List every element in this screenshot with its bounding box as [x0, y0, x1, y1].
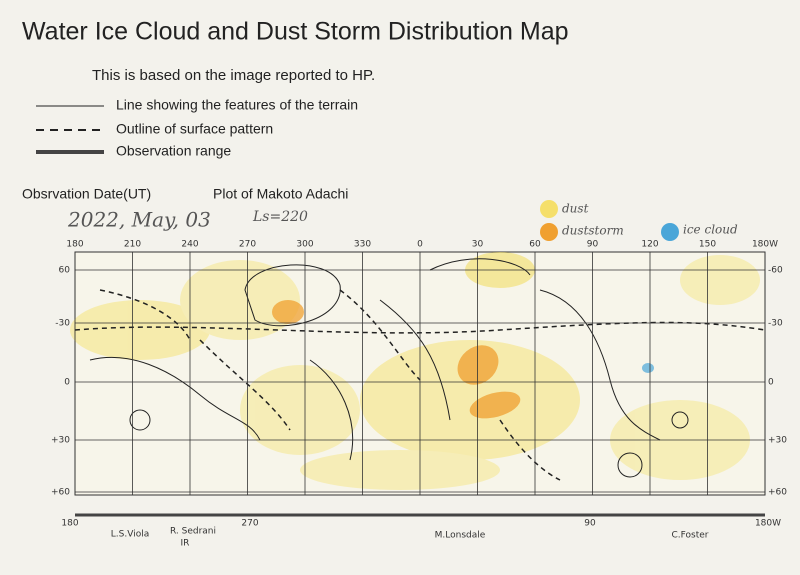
- latitude-label: +30: [768, 436, 787, 446]
- latitude-label: -30: [55, 319, 70, 329]
- longitude-label: 60: [529, 240, 541, 250]
- map: [70, 251, 766, 517]
- longitude-label: 240: [181, 240, 198, 250]
- legend-label: Outline of surface pattern: [116, 121, 273, 137]
- duststorm-areas: [272, 300, 521, 419]
- title: Water Ice Cloud and Dust Storm Distribut…: [22, 18, 569, 46]
- dust-marker: [540, 200, 558, 218]
- longitude-label: 210: [124, 240, 141, 250]
- date-label: Obsrvation Date(UT): [22, 186, 151, 202]
- terrain-lines: [89, 258, 689, 478]
- latitude-label: 0: [768, 378, 774, 388]
- plot-label: Plot of Makoto Adachi: [213, 186, 348, 202]
- latitude-label: -60: [768, 266, 783, 276]
- subtitle: This is based on the image reported to H…: [92, 67, 375, 84]
- latitude-label: +60: [768, 488, 787, 498]
- longitude-label: 150: [699, 240, 716, 250]
- observation-date: 2022, May, 03: [67, 208, 211, 232]
- longitude-label: 330: [354, 240, 371, 250]
- latitude-label: +60: [51, 488, 70, 498]
- longitude-label: 300: [296, 240, 313, 250]
- observer-name: L.S.Viola: [111, 530, 149, 540]
- observer-name: M.Lonsdale: [435, 531, 486, 541]
- marker-label: duststorm: [562, 224, 624, 238]
- marker-label: ice cloud: [683, 223, 738, 237]
- latitude-label: 60: [59, 266, 71, 276]
- legend-label: Line showing the features of the terrain: [116, 97, 358, 113]
- longitude-label: 180: [61, 519, 78, 529]
- longitude-label: 180W: [752, 240, 778, 250]
- longitude-label: 270: [239, 240, 256, 250]
- solar-longitude: Ls=220: [252, 209, 308, 225]
- ice-cloud-marker: [661, 223, 679, 241]
- longitude-label: 90: [587, 240, 599, 250]
- latitude-label: 0: [64, 378, 70, 388]
- longitude-label: 30: [472, 240, 484, 250]
- longitude-label: 90: [584, 519, 596, 529]
- longitude-label: 180: [66, 240, 83, 250]
- ice-cloud-area: [642, 363, 654, 373]
- longitude-label: 120: [641, 240, 658, 250]
- latitude-label: -30: [768, 319, 783, 329]
- latitude-label: +30: [51, 436, 70, 446]
- longitude-label: 270: [241, 519, 258, 529]
- marker-label: dust: [562, 202, 589, 216]
- duststorm-marker: [540, 223, 558, 241]
- legend-label: Observation range: [116, 143, 231, 159]
- observer-name: IR: [181, 539, 190, 549]
- longitude-label: 0: [417, 240, 423, 250]
- longitude-label: 180W: [755, 519, 781, 529]
- observer-name: R. Sedrani: [170, 527, 216, 537]
- observer-name: C.Foster: [672, 531, 709, 541]
